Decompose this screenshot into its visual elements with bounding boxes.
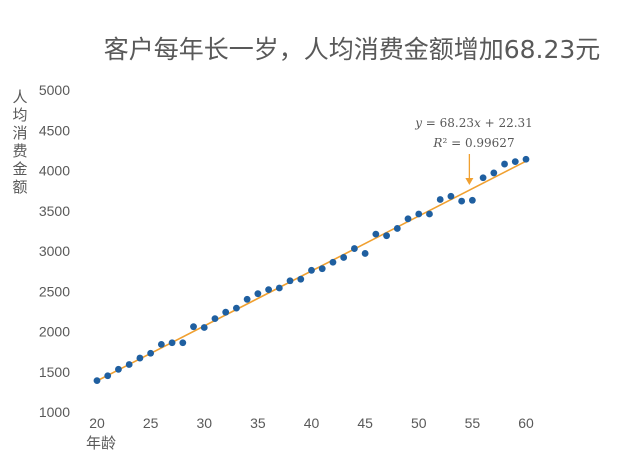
x-tick-label: 20 <box>89 415 105 431</box>
data-point <box>93 377 101 385</box>
arrow-head <box>465 178 474 185</box>
x-tick-label: 40 <box>304 415 320 431</box>
y-tick-label: 2000 <box>39 324 70 340</box>
y-axis-label-char: 金 <box>12 160 27 178</box>
x-axis-ticks: 20 25 30 35 40 45 50 55 60 <box>89 415 534 431</box>
data-point <box>254 290 262 298</box>
data-point <box>211 315 219 323</box>
data-point <box>297 275 305 283</box>
data-point <box>426 210 433 218</box>
y-tick-label: 1500 <box>39 364 70 380</box>
data-point <box>351 245 358 252</box>
data-point <box>190 323 197 331</box>
data-point <box>275 284 283 292</box>
y-axis-label-char: 额 <box>12 178 27 196</box>
y-axis-ticks: 1000 1500 2000 2500 3000 3500 4000 4500 5000 <box>39 82 70 420</box>
x-tick-label: 35 <box>250 415 266 431</box>
data-point <box>340 254 348 261</box>
annotation-arrow <box>465 154 474 185</box>
data-point <box>157 340 165 348</box>
data-point <box>115 365 122 373</box>
r-squared-label: 𝑅² = 0.99627 <box>432 136 514 150</box>
data-point <box>404 215 412 223</box>
data-point <box>243 295 251 303</box>
data-point <box>447 192 455 200</box>
data-point <box>436 196 444 203</box>
data-point <box>233 304 240 312</box>
data-point <box>468 196 476 204</box>
x-axis-label: 年龄 <box>86 434 116 452</box>
data-point <box>511 158 519 166</box>
data-point <box>458 197 466 205</box>
data-point <box>490 169 498 177</box>
x-tick-label: 45 <box>357 415 373 431</box>
trend-equation: 𝑦 = 68.23𝑥 + 22.31 <box>414 116 533 130</box>
x-tick-label: 60 <box>518 415 534 431</box>
data-point <box>104 372 112 380</box>
data-point <box>415 210 423 218</box>
data-point <box>179 339 187 347</box>
y-axis-label-char: 均 <box>12 106 27 124</box>
data-point <box>265 286 272 294</box>
data-point <box>125 361 133 368</box>
data-points <box>93 155 530 385</box>
y-tick-label: 3000 <box>39 243 70 259</box>
data-point <box>286 277 294 285</box>
x-tick-label: 30 <box>196 415 212 431</box>
y-tick-label: 4000 <box>39 163 70 179</box>
data-point <box>383 232 390 240</box>
data-point <box>222 308 230 316</box>
y-axis-label-char: 消 <box>12 124 27 142</box>
y-axis-label-char: 人 <box>12 88 27 106</box>
x-tick-label: 50 <box>411 415 427 431</box>
data-point <box>361 250 369 257</box>
data-point <box>168 339 176 347</box>
y-tick-label: 1000 <box>39 404 70 420</box>
data-point <box>372 230 380 238</box>
data-point <box>147 349 155 357</box>
data-point <box>200 324 208 331</box>
data-point <box>479 174 487 182</box>
data-point <box>136 354 144 362</box>
y-tick-label: 3500 <box>39 203 70 219</box>
y-axis-label: 人均消费金额 <box>12 88 27 196</box>
data-point <box>393 225 401 232</box>
y-tick-label: 4500 <box>39 122 70 138</box>
y-tick-label: 2500 <box>39 283 70 299</box>
data-point <box>501 160 508 168</box>
data-point <box>329 258 337 266</box>
y-axis-label-char: 费 <box>12 142 27 160</box>
x-tick-label: 25 <box>143 415 159 431</box>
y-tick-label: 5000 <box>39 82 70 98</box>
data-point <box>318 265 326 273</box>
data-point <box>308 266 315 274</box>
data-point <box>522 155 530 163</box>
x-tick-label: 55 <box>465 415 481 431</box>
chart-title: 客户每年长一岁，人均消费金额增加68.23元 <box>104 35 601 64</box>
